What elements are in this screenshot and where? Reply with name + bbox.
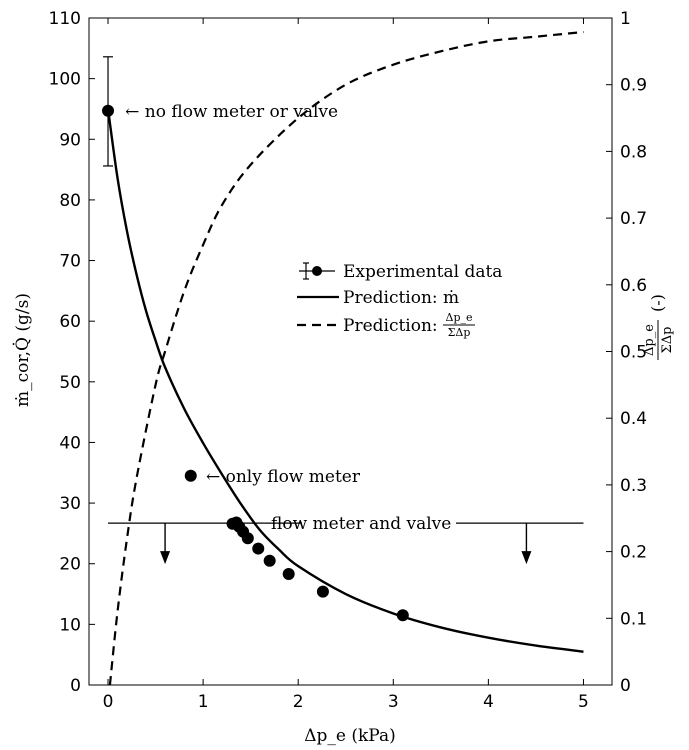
y-left-tick-label: 0 — [70, 676, 81, 696]
y-right-tick-label: 0.8 — [620, 142, 647, 162]
y-right-label-numerator: Δp_e — [642, 324, 657, 356]
data-point — [316, 585, 329, 598]
threshold-line-group: flow meter and valve — [108, 514, 584, 565]
y-right-tick-label: 0.1 — [620, 609, 647, 629]
data-point — [102, 104, 115, 117]
y-right-tick-label: 0.3 — [620, 476, 647, 496]
y-right-tick-label: 0.6 — [620, 276, 647, 296]
y-axis-left: 0 10 20 30 40 50 60 70 80 90 100 110 — [49, 9, 95, 696]
y-left-tick-label: 90 — [59, 130, 81, 150]
annotation-label: ← only flow meter — [206, 467, 361, 487]
series-line-mass-flow-prediction — [106, 108, 584, 653]
y-left-tick-label: 10 — [59, 615, 81, 635]
y-left-tick-label: 30 — [59, 494, 81, 514]
y-right-tick-label: 0.9 — [620, 76, 647, 96]
legend: Experimental data Prediction: ṁ Prediction… — [297, 262, 502, 339]
series-line-fraction-prediction — [108, 30, 584, 686]
legend-fraction-numerator: Δp_e — [446, 311, 473, 324]
data-point — [184, 469, 197, 482]
y-right-tick-label: 1 — [620, 9, 631, 29]
y-left-tick-label: 80 — [59, 191, 81, 211]
annotations: ← no flow meter or valve ← only flow mete… — [125, 102, 361, 487]
y-right-label-unit: (-) — [648, 294, 667, 312]
y-right-tick-label: 0.2 — [620, 543, 647, 563]
x-tick-label: 5 — [578, 692, 589, 712]
y-left-tick-label: 40 — [59, 433, 81, 453]
x-tick-label: 3 — [388, 692, 399, 712]
y-right-tick-label: 0.4 — [620, 409, 647, 429]
threshold-label: flow meter and valve — [271, 514, 451, 534]
x-axis: 0 1 2 3 4 5 — [103, 18, 589, 712]
y-axis-label-right: Δp_e ΣΔp (-) — [642, 294, 675, 360]
x-tick-label: 0 — [103, 692, 114, 712]
legend-label: Prediction: ṁ — [343, 288, 459, 308]
threshold-arrow-head — [521, 551, 532, 565]
x-tick-label: 2 — [293, 692, 304, 712]
threshold-arrow-head — [160, 551, 171, 565]
data-point — [282, 568, 295, 581]
x-tick-label: 4 — [483, 692, 494, 712]
y-left-tick-label: 50 — [59, 373, 81, 393]
y-left-tick-label: 100 — [49, 70, 81, 90]
legend-label: Prediction: — [343, 316, 438, 336]
y-right-label-denominator: ΣΔp — [660, 327, 675, 354]
annotation-label: ← no flow meter or valve — [125, 102, 338, 122]
legend-label: Experimental data — [343, 262, 502, 282]
y-right-tick-label: 0.5 — [620, 343, 647, 363]
data-point — [241, 532, 254, 545]
data-points — [102, 104, 409, 622]
data-point — [263, 554, 276, 567]
y-axis-label-left: ṁ_cor,Q̇ (g/s) — [13, 293, 33, 407]
data-point — [252, 542, 265, 555]
y-left-tick-label: 60 — [59, 312, 81, 332]
x-tick-label: 1 — [198, 692, 209, 712]
legend-marker-point — [312, 266, 322, 276]
legend-fraction-denominator: ΣΔp — [448, 326, 471, 339]
y-axis-right: 0 0.1 0.2 0.3 0.4 0.5 0.6 0.7 0.8 0.9 1 — [606, 9, 647, 696]
x-axis-label: Δp_e (kPa) — [304, 726, 396, 746]
y-left-tick-label: 70 — [59, 252, 81, 272]
y-right-tick-label: 0 — [620, 676, 631, 696]
y-left-tick-label: 20 — [59, 555, 81, 575]
y-right-tick-label: 0.7 — [620, 209, 647, 229]
y-left-tick-label: 110 — [49, 9, 81, 29]
data-point — [396, 609, 409, 622]
